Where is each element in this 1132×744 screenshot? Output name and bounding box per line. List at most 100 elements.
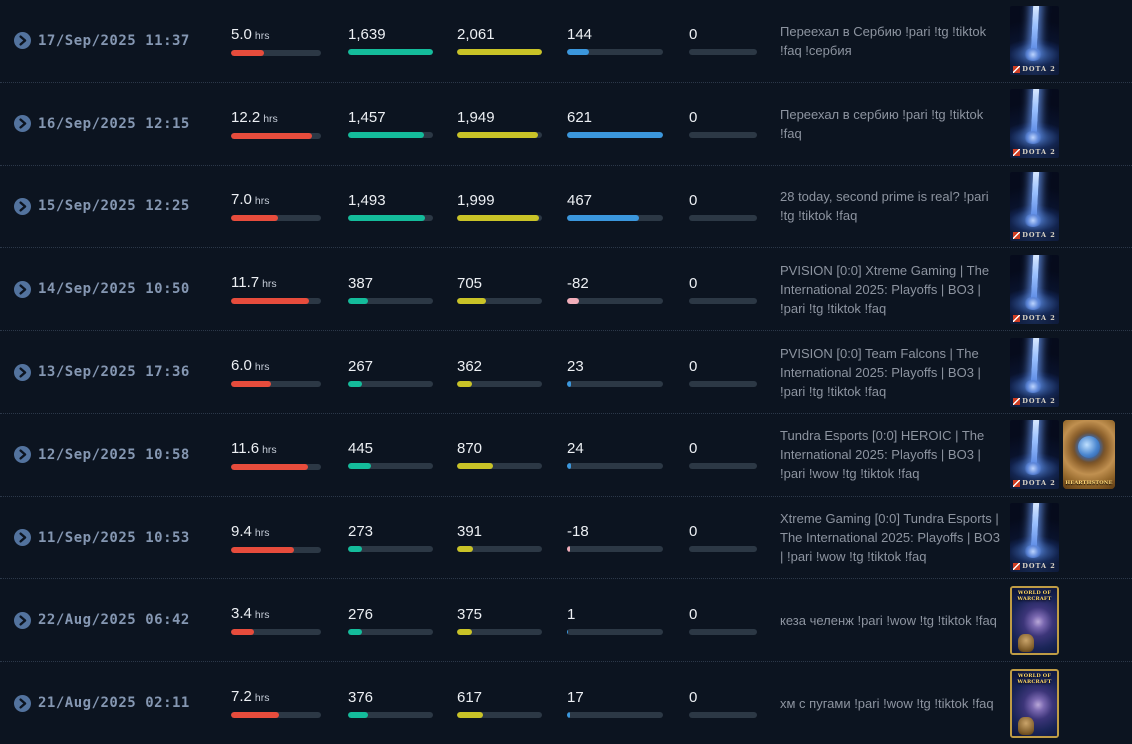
session-time: 12:25 (145, 198, 190, 215)
dota2-label-text: DOTA 2 (1022, 313, 1056, 322)
peak-viewers-value: 617 (457, 688, 483, 706)
game-thumbnails: WORLD OF WARCRAFT (1010, 668, 1132, 738)
avg-viewers-cell: 445 (348, 440, 457, 470)
peak-viewers-bar (457, 628, 542, 635)
game-thumbnail-dota2[interactable]: DOTA 2 (1010, 420, 1059, 490)
dota2-logo-icon (1013, 231, 1021, 239)
avg-viewers-cell: 1,493 (348, 192, 457, 221)
peak-viewers-cell: 391 (457, 523, 567, 553)
followers-cell: 17 (567, 689, 689, 718)
expand-row-button[interactable] (14, 611, 31, 629)
session-time: 10:58 (145, 446, 190, 463)
session-time: 17:36 (145, 364, 190, 381)
avg-viewers-cell: 1,457 (348, 109, 457, 139)
views-value: 0 (689, 26, 698, 44)
chevron-right-icon (14, 115, 31, 133)
expand-row-button[interactable] (14, 363, 31, 381)
hours-value: 7.2 hrs (231, 688, 270, 706)
expander-cell (14, 694, 38, 712)
session-datetime: 17/Sep/2025 11:37 (38, 33, 231, 49)
views-cell: 0 (689, 440, 780, 470)
hours-cell: 6.0 hrs (231, 357, 348, 388)
dota2-label-text: DOTA 2 (1022, 230, 1056, 239)
views-bar (689, 49, 757, 56)
game-thumbnail-dota2[interactable]: DOTA 2 (1010, 6, 1059, 76)
peak-viewers-value: 1,949 (457, 109, 495, 127)
peak-viewers-cell: 617 (457, 689, 567, 718)
game-thumbnail-dota2[interactable]: DOTA 2 (1010, 337, 1059, 407)
chevron-right-icon (14, 611, 31, 629)
hearthstone-label-text: HEARTHSTONE (1065, 480, 1113, 487)
session-date: 14/Sep/2025 (38, 281, 137, 298)
hours-bar (231, 298, 321, 305)
dota2-label: DOTA 2 (1010, 314, 1059, 323)
expand-row-button[interactable] (14, 280, 31, 298)
expand-row-button[interactable] (14, 115, 31, 133)
views-cell: 0 (689, 358, 780, 387)
views-cell: 0 (689, 26, 780, 56)
avg-viewers-bar (348, 711, 433, 718)
chevron-right-icon (14, 32, 31, 50)
game-thumbnail-dota2[interactable]: DOTA 2 (1010, 89, 1059, 159)
wow-art (1012, 587, 1057, 653)
session-date: 17/Sep/2025 (38, 32, 137, 49)
dota2-label: DOTA 2 (1010, 479, 1059, 488)
views-value: 0 (689, 688, 698, 706)
expand-row-button[interactable] (14, 529, 31, 547)
hours-cell: 5.0 hrs (231, 26, 348, 56)
game-thumbnail-wow[interactable]: WORLD OF WARCRAFT (1010, 668, 1059, 738)
followers-value: 144 (567, 26, 593, 44)
game-thumbnail-hearthstone[interactable]: HEARTHSTONE (1063, 420, 1115, 490)
followers-cell: 467 (567, 192, 689, 221)
peak-viewers-value: 362 (457, 357, 483, 375)
expander-cell (14, 115, 38, 133)
wow-label-text: WORLD OF WARCRAFT (1017, 589, 1052, 602)
chevron-right-icon (14, 197, 31, 215)
followers-value: 621 (567, 109, 593, 127)
dota2-art (1010, 254, 1059, 324)
wow-label: WORLD OF WARCRAFT (1014, 590, 1055, 602)
expand-row-button[interactable] (14, 197, 31, 215)
game-thumbnails: DOTA 2 (1010, 171, 1132, 241)
expander-cell (14, 363, 38, 381)
views-bar (689, 132, 757, 139)
views-cell: 0 (689, 109, 780, 139)
hours-bar (231, 629, 321, 636)
avg-viewers-value: 376 (348, 688, 374, 706)
avg-viewers-value: 387 (348, 274, 374, 292)
game-thumbnail-dota2[interactable]: DOTA 2 (1010, 254, 1059, 324)
expand-row-button[interactable] (14, 32, 31, 50)
views-cell: 0 (689, 523, 780, 553)
table-row: 11/Sep/2025 10:53 9.4 hrs 273 391 -18 0 Xt… (0, 497, 1132, 580)
views-value: 0 (689, 357, 698, 375)
game-thumbnail-wow[interactable]: WORLD OF WARCRAFT (1010, 585, 1059, 655)
dota2-label: DOTA 2 (1010, 562, 1059, 571)
session-time: 06:42 (145, 612, 190, 629)
expand-row-button[interactable] (14, 694, 31, 712)
followers-cell: 1 (567, 606, 689, 635)
chevron-right-icon (14, 529, 31, 547)
peak-viewers-bar (457, 132, 542, 139)
session-datetime: 15/Sep/2025 12:25 (38, 198, 231, 214)
hours-cell: 9.4 hrs (231, 523, 348, 553)
views-value: 0 (689, 274, 698, 292)
avg-viewers-bar (348, 628, 433, 635)
stream-title: хм с пугами !pari !wow !tg !tiktok !faq (780, 695, 994, 711)
dota2-logo-icon (1013, 397, 1021, 405)
expander-cell (14, 529, 38, 547)
peak-viewers-value: 870 (457, 440, 483, 458)
expand-row-button[interactable] (14, 446, 31, 464)
avg-viewers-value: 273 (348, 523, 374, 541)
avg-viewers-bar (348, 49, 433, 56)
expander-cell (14, 280, 38, 298)
avg-viewers-value: 267 (348, 357, 374, 375)
game-thumbnail-dota2[interactable]: DOTA 2 (1010, 503, 1059, 573)
hours-unit: hrs (254, 361, 270, 374)
views-value: 0 (689, 109, 698, 127)
expander-cell (14, 611, 38, 629)
followers-cell: 144 (567, 26, 689, 56)
game-thumbnail-dota2[interactable]: DOTA 2 (1010, 171, 1059, 241)
views-value: 0 (689, 523, 698, 541)
table-row: 15/Sep/2025 12:25 7.0 hrs 1,493 1,999 467 … (0, 166, 1132, 249)
peak-viewers-value: 1,999 (457, 191, 495, 209)
